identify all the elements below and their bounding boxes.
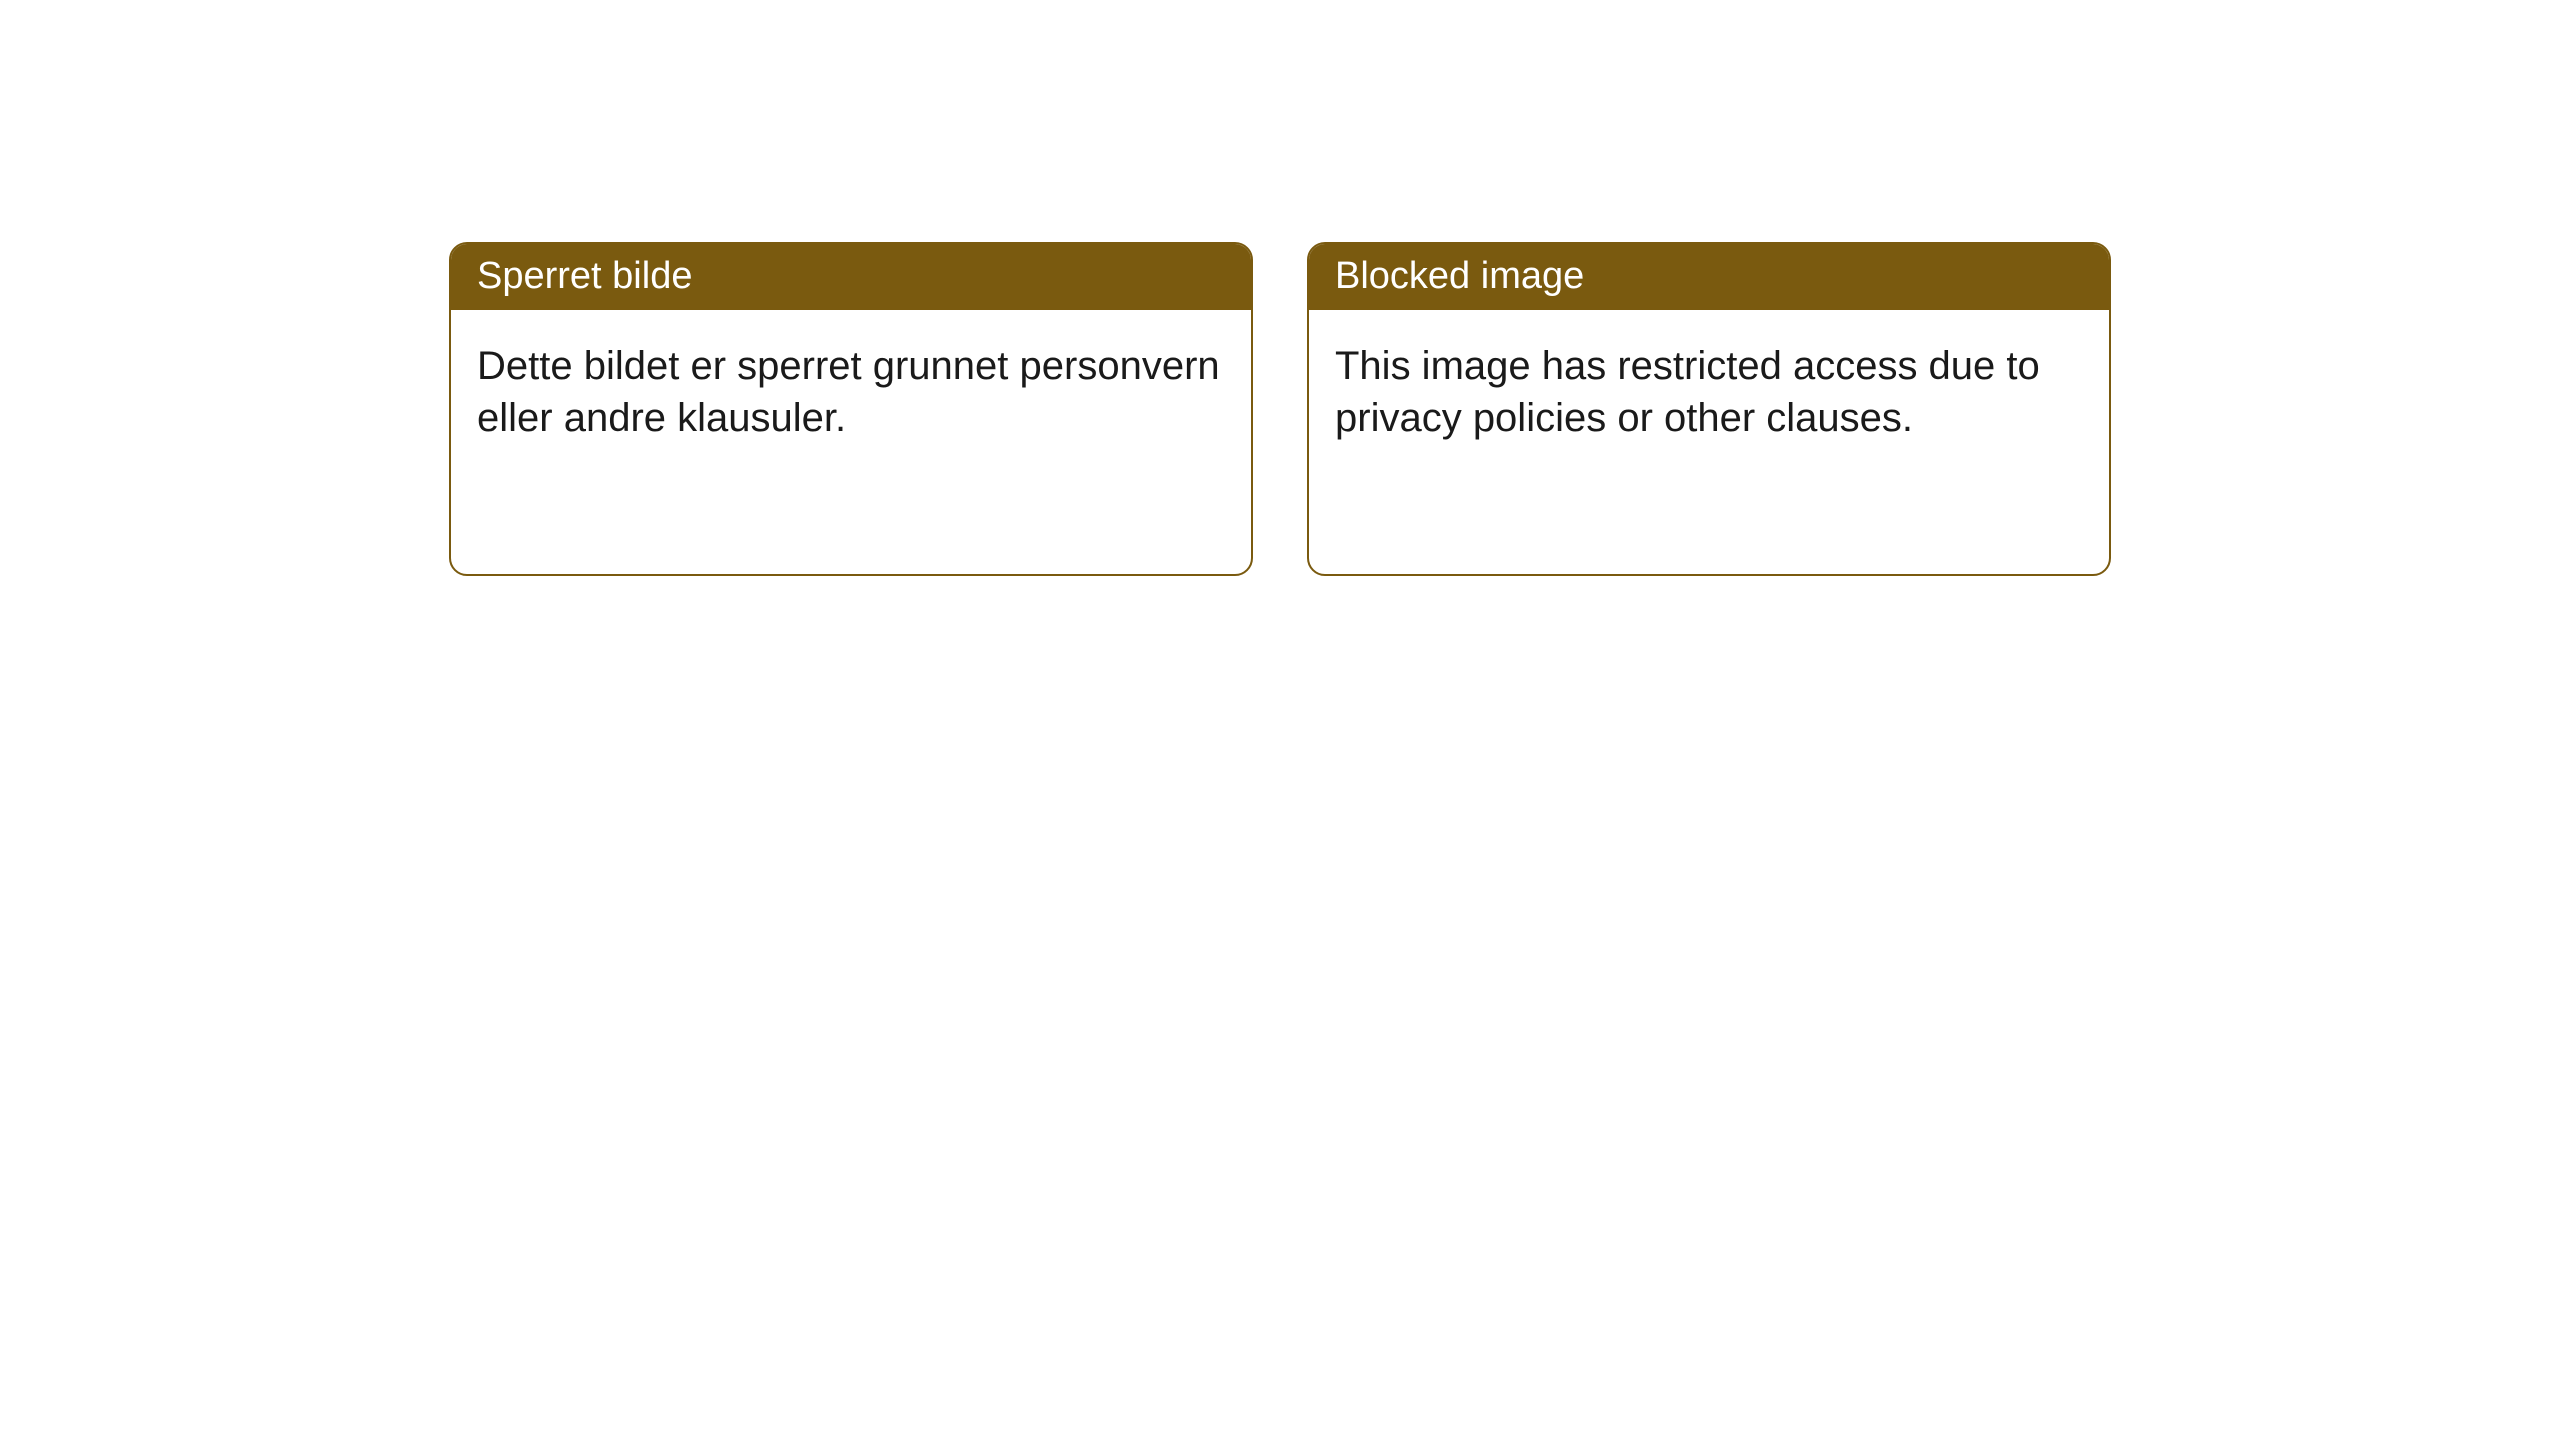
card-message: Dette bildet er sperret grunnet personve… [451,310,1251,472]
card-title: Sperret bilde [451,244,1251,310]
notice-card-norwegian: Sperret bilde Dette bildet er sperret gr… [449,242,1253,576]
notice-container: Sperret bilde Dette bildet er sperret gr… [0,0,2560,576]
notice-card-english: Blocked image This image has restricted … [1307,242,2111,576]
card-title: Blocked image [1309,244,2109,310]
card-message: This image has restricted access due to … [1309,310,2109,472]
